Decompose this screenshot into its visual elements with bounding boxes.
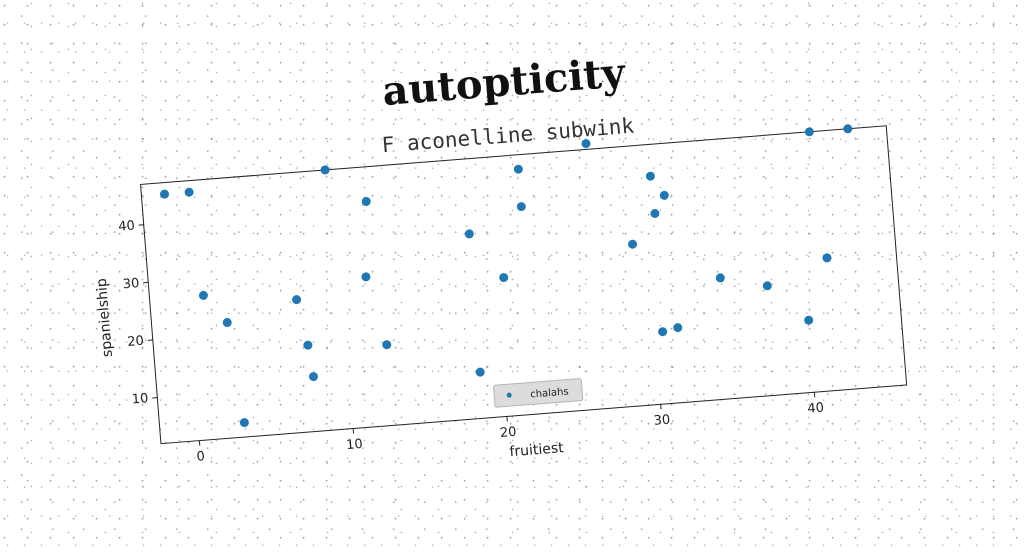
data-point	[292, 295, 302, 305]
data-point	[822, 253, 832, 263]
y-tick-label: 40	[118, 218, 136, 234]
y-axis: 10 20 30 40	[118, 218, 158, 408]
y-tick-label: 30	[122, 276, 140, 292]
data-point	[222, 318, 232, 328]
x-axis-label: fruitiest	[509, 440, 565, 460]
y-axis-label: spanielship	[94, 278, 116, 358]
x-tick-label: 40	[807, 401, 825, 417]
data-point	[673, 323, 683, 333]
y-tick-label: 20	[127, 334, 145, 350]
data-point	[843, 124, 853, 134]
data-point	[303, 340, 313, 350]
chart-title: autopticity	[381, 49, 629, 115]
data-point	[804, 315, 814, 325]
chart-subtitle: F aconelline subwink	[381, 114, 635, 158]
data-point	[309, 372, 319, 382]
x-tick-label: 10	[346, 437, 364, 453]
data-point	[184, 187, 194, 197]
data-point	[464, 229, 474, 239]
data-point	[659, 191, 669, 201]
data-point	[199, 291, 209, 301]
data-point	[361, 272, 371, 282]
x-tick-label: 30	[653, 413, 671, 429]
data-point	[650, 209, 660, 219]
data-point	[628, 239, 638, 249]
data-point	[658, 327, 668, 337]
legend: chalahs	[493, 378, 582, 407]
data-point	[361, 197, 371, 207]
data-point	[382, 340, 392, 350]
data-point	[240, 418, 250, 428]
data-point	[320, 165, 330, 175]
data-point	[475, 367, 485, 377]
data-point	[805, 127, 815, 137]
x-tick-label: 20	[499, 425, 517, 441]
y-tick-label: 10	[131, 391, 149, 407]
x-tick-label: 0	[196, 449, 205, 465]
data-point	[160, 189, 170, 199]
data-point	[763, 281, 773, 291]
data-point	[715, 273, 725, 283]
data-point	[516, 202, 526, 212]
data-point	[514, 164, 524, 174]
data-point	[646, 171, 656, 181]
data-point	[499, 273, 509, 283]
